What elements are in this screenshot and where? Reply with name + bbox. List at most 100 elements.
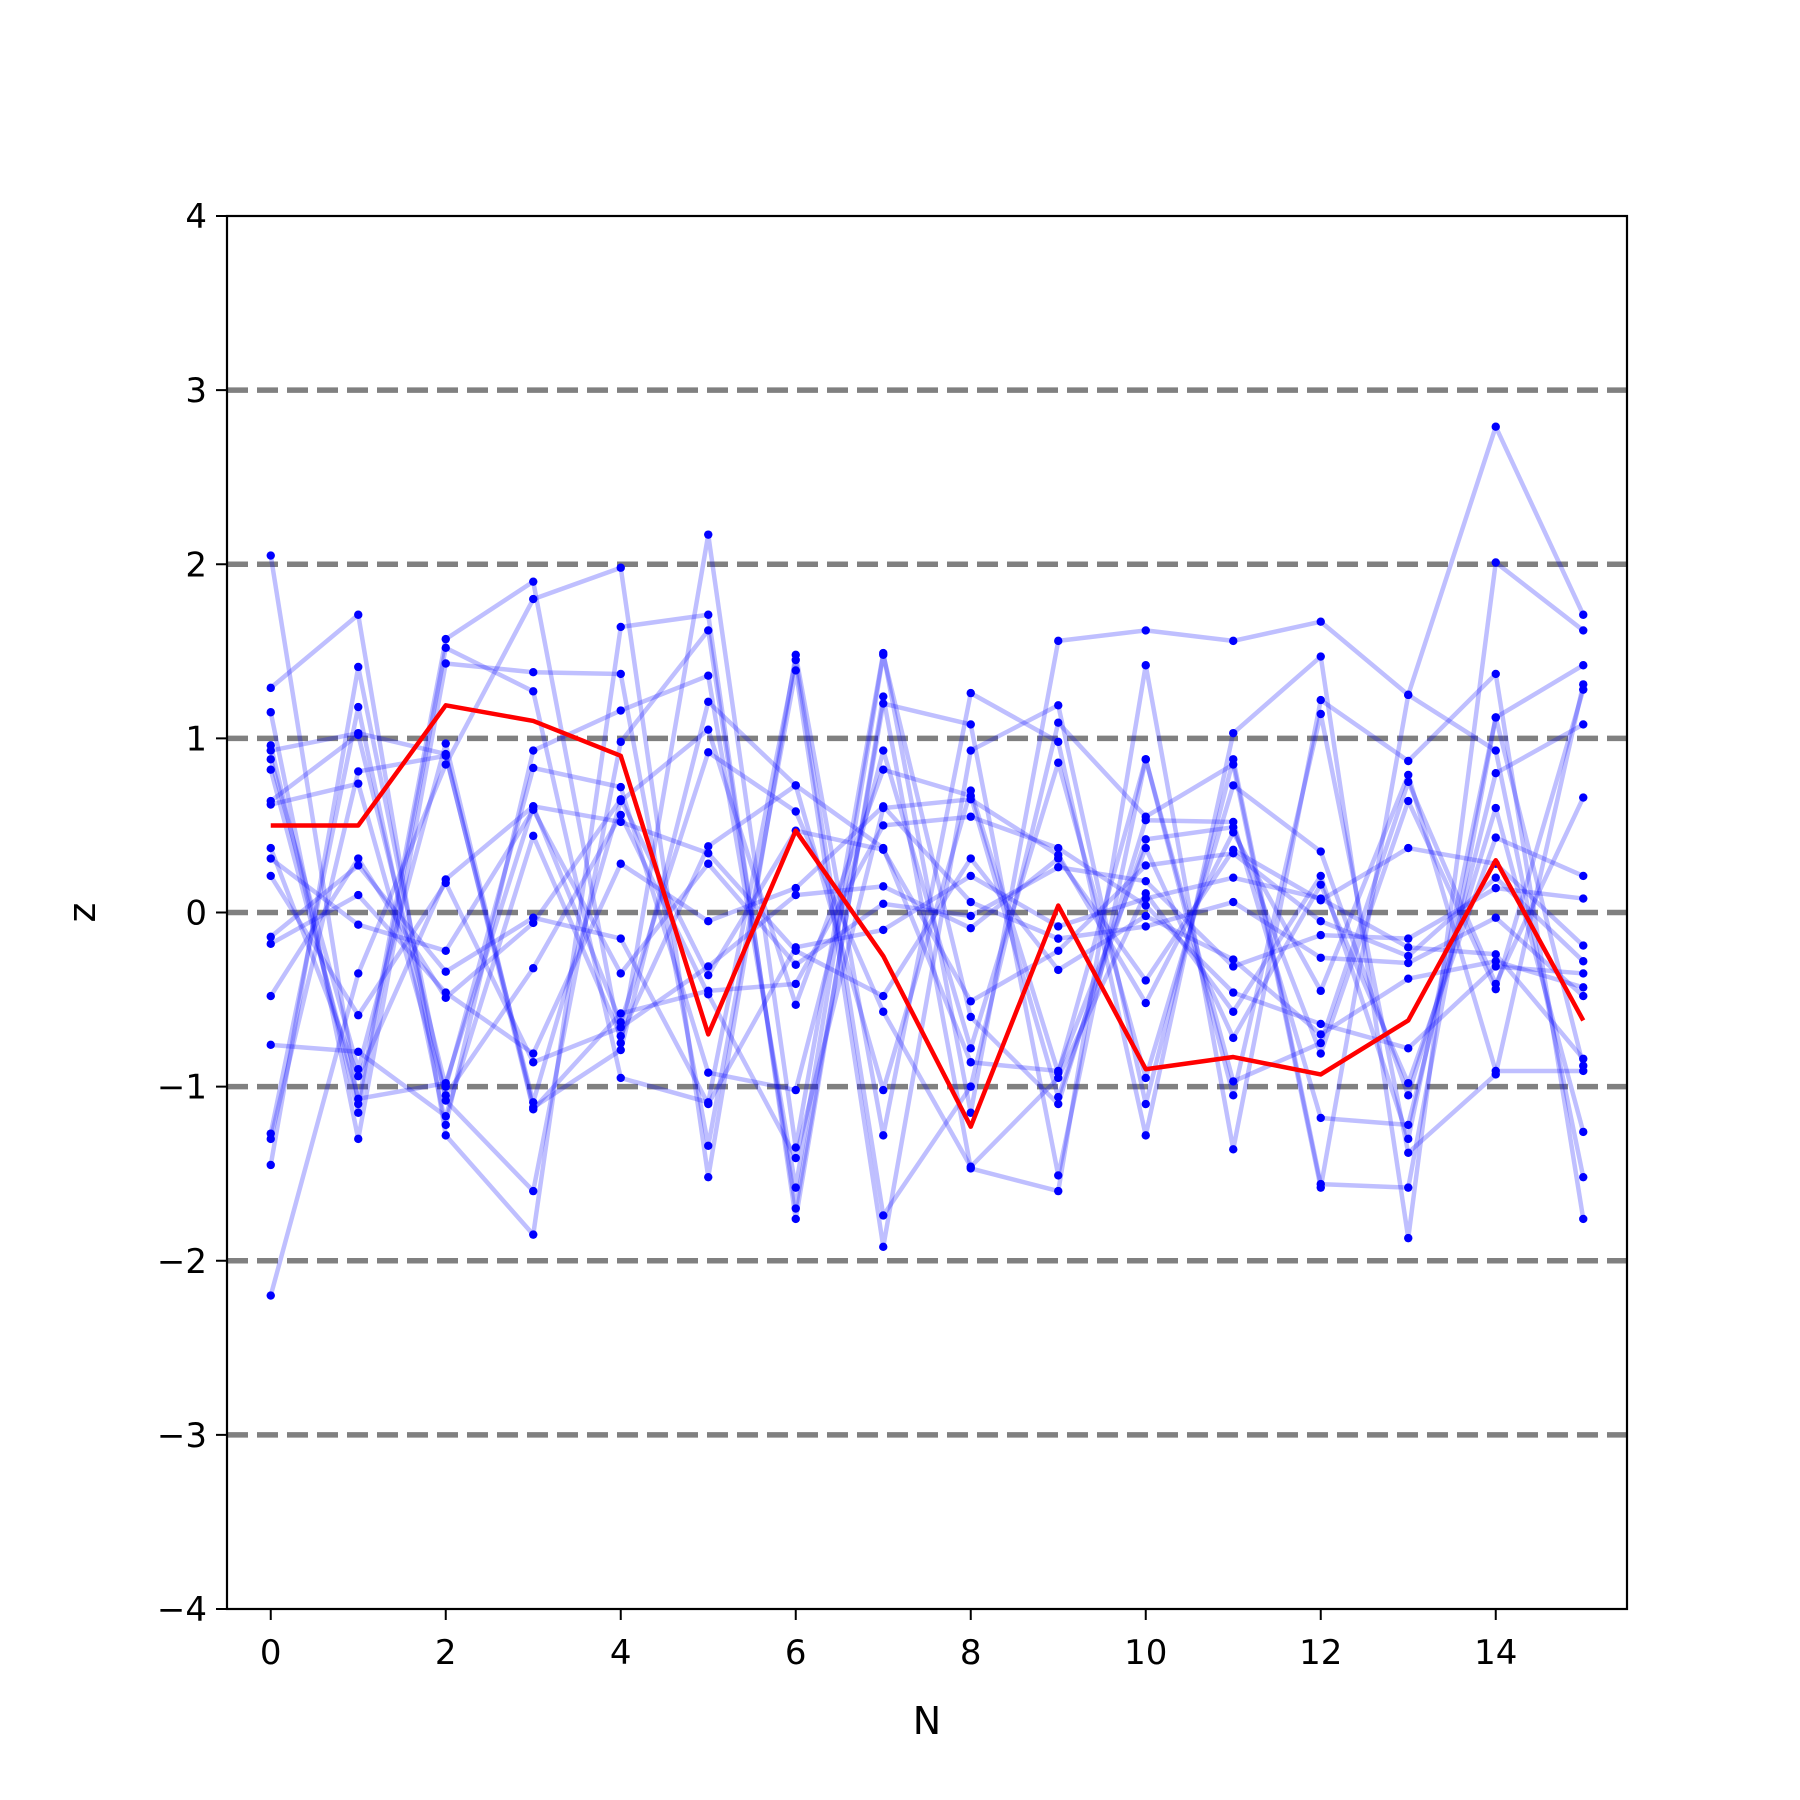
data-point (1141, 894, 1150, 903)
data-point (616, 782, 625, 792)
data-point (1404, 690, 1413, 700)
data-point (704, 859, 713, 868)
data-point (704, 671, 713, 680)
data-point (441, 659, 450, 668)
series-line (269, 804, 1585, 1056)
data-point (791, 1153, 800, 1163)
y-tick-label: −2 (157, 1242, 207, 1282)
data-point (529, 1049, 538, 1058)
data-point (266, 765, 275, 774)
data-point (1316, 617, 1325, 626)
data-point (529, 746, 538, 755)
data-point (966, 1058, 975, 1067)
data-point (616, 795, 625, 804)
data-point (704, 725, 713, 734)
y-tick-label: 4 (185, 197, 207, 237)
y-tick-label: −3 (157, 1416, 207, 1456)
y-tick-label: 0 (185, 894, 207, 934)
data-point (1229, 728, 1238, 738)
data-point (1491, 883, 1500, 893)
x-tick-label: 2 (435, 1633, 457, 1673)
data-point (704, 986, 713, 996)
data-point (1229, 1007, 1238, 1016)
data-point (879, 1007, 888, 1016)
data-point (1054, 1073, 1063, 1083)
data-point (1404, 958, 1413, 968)
series-line (269, 732, 1586, 1133)
data-point (704, 626, 713, 635)
data-point (1054, 843, 1063, 853)
data-point (1491, 713, 1500, 722)
data-point (529, 1058, 538, 1067)
data-point (791, 979, 800, 989)
data-point (1054, 1066, 1063, 1076)
data-point (879, 1242, 888, 1252)
data-point (1054, 1099, 1063, 1109)
data-point (266, 932, 275, 942)
data-point (616, 810, 625, 820)
x-tick-label: 6 (785, 1633, 807, 1673)
data-point (791, 807, 800, 816)
data-point (616, 737, 625, 747)
data-point (266, 683, 275, 693)
data-point (879, 845, 888, 855)
data-point (1141, 901, 1150, 910)
data-point (354, 1071, 363, 1081)
data-point (1141, 976, 1150, 985)
y-tick-label: −1 (157, 1068, 207, 1108)
series-line (270, 772, 1584, 1161)
data-point (879, 899, 888, 908)
data-point (704, 697, 713, 707)
data-point (529, 805, 538, 814)
data-point (1579, 610, 1588, 619)
data-point (1141, 835, 1150, 844)
data-point (1579, 793, 1588, 802)
data-point (1404, 1134, 1413, 1144)
data-point (1141, 843, 1150, 853)
data-point (354, 1134, 363, 1144)
data-point (1141, 998, 1150, 1008)
data-point (1316, 1038, 1325, 1048)
data-point (966, 812, 975, 821)
series-line (270, 730, 1584, 1112)
data-point (704, 610, 713, 619)
data-point (1579, 969, 1588, 978)
data-point (1054, 1092, 1063, 1102)
data-point (1579, 1172, 1588, 1182)
data-point (616, 622, 625, 632)
data-point (529, 1230, 538, 1239)
data-point (529, 964, 538, 973)
data-point (441, 1091, 450, 1100)
data-point (441, 1112, 450, 1121)
data-point (1579, 1127, 1588, 1137)
data-point (1404, 943, 1413, 952)
data-point (1316, 880, 1325, 889)
data-point (529, 687, 538, 696)
data-point (1141, 1131, 1150, 1140)
data-point (354, 1108, 363, 1117)
data-point (441, 878, 450, 888)
data-point (704, 917, 713, 926)
data-point (1229, 828, 1238, 837)
x-tick-label: 0 (260, 1633, 282, 1673)
x-tick-label: 14 (1474, 1633, 1517, 1673)
series-line (270, 783, 1585, 1119)
data-point (791, 1214, 800, 1224)
data-point (1579, 685, 1588, 694)
data-point (1316, 709, 1325, 719)
data-point (966, 923, 975, 933)
data-point (266, 1040, 275, 1050)
series-line (268, 688, 1586, 1140)
data-point (354, 767, 363, 776)
data-point (879, 882, 888, 891)
data-point (704, 849, 713, 858)
data-point (1141, 911, 1150, 921)
data-point (1316, 1019, 1325, 1029)
series-line (269, 612, 1586, 1237)
data-point (966, 1012, 975, 1022)
data-point (441, 1131, 450, 1140)
series-line (268, 652, 1585, 1190)
series-line (268, 628, 1586, 1211)
data-point (1141, 626, 1150, 635)
data-point (529, 831, 538, 841)
